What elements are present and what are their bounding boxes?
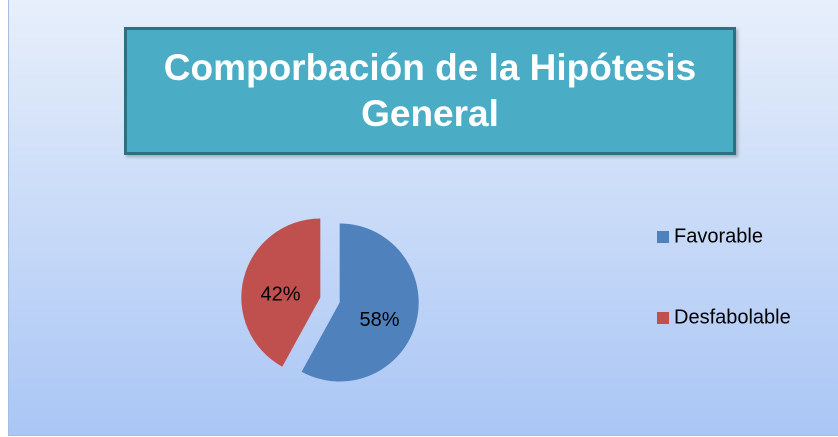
data-label: 58%: [359, 309, 399, 331]
legend-swatch: [657, 312, 669, 324]
title-box: Comporbación de la Hipótesis General: [124, 27, 736, 155]
chart-title: Comporbación de la Hipótesis General: [163, 47, 697, 134]
pie-slice: [241, 218, 321, 367]
data-label: 42%: [261, 284, 301, 306]
legend-swatch: [657, 231, 669, 243]
pie-slice: [301, 223, 419, 382]
legend-label: Favorable: [674, 225, 763, 247]
legend-label: Desfabolable: [674, 306, 791, 328]
